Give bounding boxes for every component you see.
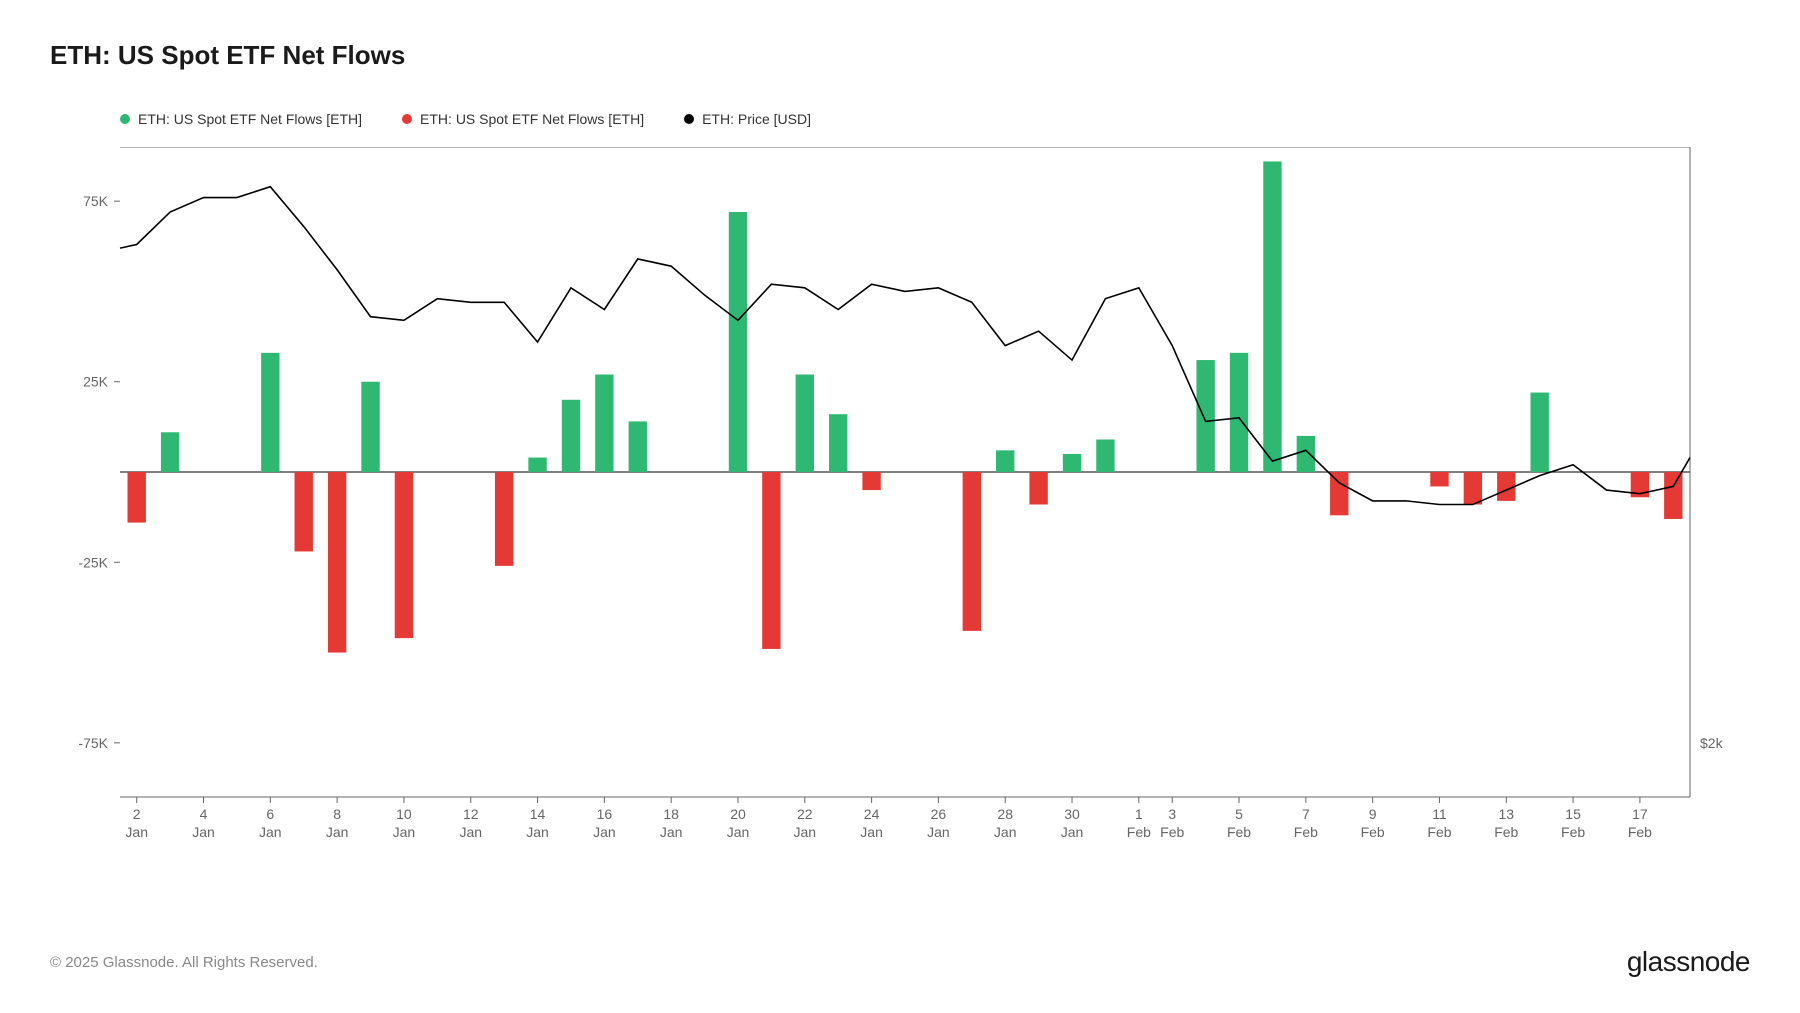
legend-dot-icon [402, 114, 412, 124]
svg-text:Feb: Feb [1127, 824, 1151, 840]
svg-text:30: 30 [1064, 806, 1080, 822]
svg-text:Jan: Jan [526, 824, 549, 840]
chart-svg: -75K -25K 25K 75K 2 Jan 4 Jan 6 Jan 8 Jan 10 Jan 12 Jan… [50, 147, 1750, 867]
svg-text:14: 14 [530, 806, 546, 822]
svg-text:Jan: Jan [994, 824, 1017, 840]
svg-text:4: 4 [200, 806, 208, 822]
svg-text:Jan: Jan [927, 824, 950, 840]
svg-text:3: 3 [1168, 806, 1176, 822]
svg-text:8: 8 [333, 806, 341, 822]
svg-text:Jan: Jan [259, 824, 282, 840]
svg-text:Jan: Jan [660, 824, 683, 840]
legend: ETH: US Spot ETF Net Flows [ETH] ETH: US… [120, 111, 1750, 127]
svg-text:2: 2 [133, 806, 141, 822]
svg-text:Jan: Jan [727, 824, 750, 840]
svg-text:Jan: Jan [125, 824, 148, 840]
legend-dot-icon [120, 114, 130, 124]
svg-text:16: 16 [597, 806, 613, 822]
svg-text:-25K: -25K [78, 554, 108, 570]
svg-text:Jan: Jan [860, 824, 883, 840]
svg-text:9: 9 [1369, 806, 1377, 822]
svg-text:20: 20 [730, 806, 746, 822]
svg-text:-75K: -75K [78, 735, 108, 751]
svg-text:75K: 75K [83, 193, 109, 209]
svg-text:10: 10 [396, 806, 412, 822]
svg-text:25K: 25K [83, 374, 109, 390]
svg-text:Jan: Jan [793, 824, 816, 840]
copyright-text: © 2025 Glassnode. All Rights Reserved. [50, 954, 318, 971]
svg-text:Feb: Feb [1361, 824, 1385, 840]
svg-text:Feb: Feb [1294, 824, 1318, 840]
svg-text:6: 6 [266, 806, 274, 822]
svg-text:Jan: Jan [393, 824, 416, 840]
svg-text:1: 1 [1135, 806, 1143, 822]
svg-text:26: 26 [931, 806, 947, 822]
svg-text:15: 15 [1565, 806, 1581, 822]
legend-label: ETH: Price [USD] [702, 111, 811, 127]
legend-item-negative: ETH: US Spot ETF Net Flows [ETH] [402, 111, 644, 127]
svg-text:17: 17 [1632, 806, 1648, 822]
legend-dot-icon [684, 114, 694, 124]
svg-text:Jan: Jan [326, 824, 349, 840]
svg-text:Feb: Feb [1160, 824, 1184, 840]
svg-text:Jan: Jan [192, 824, 215, 840]
legend-label: ETH: US Spot ETF Net Flows [ETH] [138, 111, 362, 127]
svg-text:13: 13 [1498, 806, 1514, 822]
chart-title: ETH: US Spot ETF Net Flows [50, 40, 1750, 71]
svg-text:Feb: Feb [1494, 824, 1518, 840]
svg-text:$2k: $2k [1700, 735, 1724, 751]
svg-text:Feb: Feb [1628, 824, 1652, 840]
svg-text:5: 5 [1235, 806, 1243, 822]
svg-text:Feb: Feb [1561, 824, 1585, 840]
svg-text:7: 7 [1302, 806, 1310, 822]
svg-text:Jan: Jan [459, 824, 482, 840]
svg-text:22: 22 [797, 806, 813, 822]
svg-text:Feb: Feb [1227, 824, 1251, 840]
legend-item-price: ETH: Price [USD] [684, 111, 811, 127]
svg-text:24: 24 [864, 806, 880, 822]
svg-text:Jan: Jan [593, 824, 616, 840]
svg-text:28: 28 [997, 806, 1013, 822]
svg-text:Feb: Feb [1427, 824, 1451, 840]
svg-text:18: 18 [663, 806, 679, 822]
svg-text:12: 12 [463, 806, 479, 822]
svg-text:Jan: Jan [1061, 824, 1084, 840]
svg-text:11: 11 [1432, 806, 1447, 822]
brand-logo: glassnode [1627, 946, 1750, 978]
legend-label: ETH: US Spot ETF Net Flows [ETH] [420, 111, 644, 127]
chart-area: -75K -25K 25K 75K 2 Jan 4 Jan 6 Jan 8 Jan 10 Jan 12 Jan… [50, 147, 1750, 867]
legend-item-positive: ETH: US Spot ETF Net Flows [ETH] [120, 111, 362, 127]
